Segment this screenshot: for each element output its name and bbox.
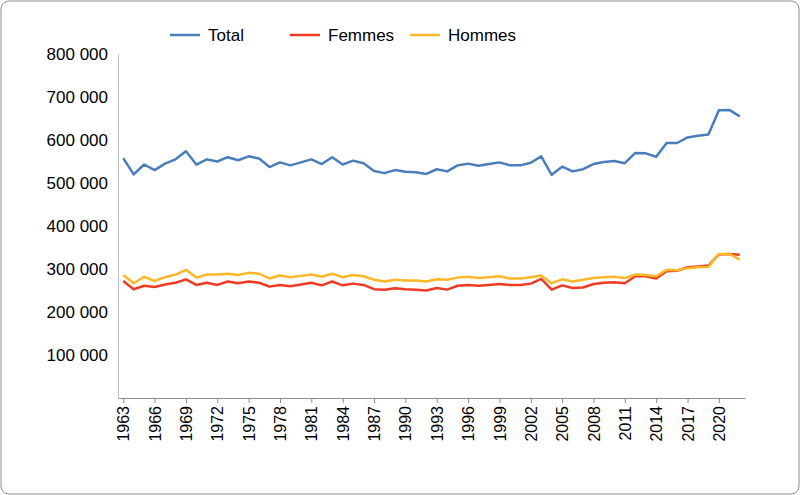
y-tick-label: 800 000 [47, 45, 108, 64]
series-line [123, 110, 740, 175]
legend-item: Total [170, 26, 244, 45]
series-line [123, 254, 740, 291]
x-tick-mark [249, 398, 250, 403]
y-tick: 400 000 [47, 217, 118, 236]
x-tick-mark [437, 398, 438, 403]
x-tick: 1990 [397, 398, 414, 442]
x-tick-mark [688, 398, 689, 403]
x-tick-mark [531, 398, 532, 403]
x-tick-label: 2005 [554, 406, 571, 442]
x-tick-label: 1963 [115, 406, 132, 442]
y-tick: 500 000 [47, 174, 118, 193]
x-tick: 1969 [178, 398, 195, 442]
x-tick-mark [405, 398, 406, 403]
x-tick: 1984 [335, 398, 352, 442]
x-tick-label: 1999 [492, 406, 509, 442]
y-tick: 700 000 [47, 88, 118, 107]
x-tick: 2020 [711, 398, 728, 442]
x-tick: 1987 [366, 398, 383, 442]
x-axis-line [119, 398, 746, 399]
x-tick-mark [217, 398, 218, 403]
lines [123, 110, 740, 291]
y-axis: 100 000 200 000 300 000 400 000 500 000 600 0… [47, 45, 119, 399]
y-axis-line [118, 55, 119, 399]
y-tick: 800 000 [47, 45, 118, 64]
x-tick-label: 1981 [303, 406, 320, 442]
x-tick: 1999 [492, 398, 509, 442]
x-tick: 2005 [554, 398, 571, 442]
x-tick-mark [311, 398, 312, 403]
x-tick-label: 1978 [272, 406, 289, 442]
y-tick-label: 300 000 [47, 260, 108, 279]
x-tick: 1972 [209, 398, 226, 442]
x-tick-label: 2020 [711, 406, 728, 442]
series-line [123, 254, 740, 283]
x-tick: 1978 [272, 398, 289, 442]
legend-swatch [290, 34, 320, 37]
y-tick: 300 000 [47, 260, 118, 279]
x-tick-label: 2014 [648, 406, 665, 442]
x-tick-label: 1990 [397, 406, 414, 442]
x-tick-mark [343, 398, 344, 403]
y-tick: 600 000 [47, 131, 118, 150]
x-tick-mark [593, 398, 594, 403]
x-tick: 2011 [617, 398, 634, 440]
y-tick-label: 700 000 [47, 88, 108, 107]
y-tick: 200 000 [47, 303, 118, 322]
y-tick-label: 600 000 [47, 131, 108, 150]
x-tick-label: 1996 [460, 406, 477, 442]
x-tick-mark [374, 398, 375, 403]
y-tick-label: 400 000 [47, 217, 108, 236]
x-tick: 2017 [680, 398, 697, 442]
x-tick-label: 1975 [241, 406, 258, 442]
chart: 100 000 200 000 300 000 400 000 500 000 600 0… [0, 0, 800, 495]
x-axis: 1963 1966 1969 1972 1975 1978 1981 1984 1987 1990… [115, 398, 745, 442]
y-tick-label: 200 000 [47, 303, 108, 322]
legend-item: Hommes [410, 26, 516, 45]
x-tick: 2014 [648, 398, 665, 442]
x-tick-label: 2017 [680, 406, 697, 442]
x-tick-mark [280, 398, 281, 403]
x-tick-mark [123, 398, 124, 403]
x-tick-mark [562, 398, 563, 403]
legend-item: Femmes [290, 26, 394, 45]
x-tick: 1993 [429, 398, 446, 442]
legend-swatch [410, 34, 440, 37]
x-tick-label: 1969 [178, 406, 195, 442]
x-tick-label: 1984 [335, 406, 352, 442]
x-tick-label: 1987 [366, 406, 383, 442]
x-tick-label: 1993 [429, 406, 446, 442]
x-tick-mark [719, 398, 720, 403]
x-tick-label: 2002 [523, 406, 540, 442]
legend-label: Total [208, 26, 244, 45]
x-tick-mark [468, 398, 469, 403]
y-tick-label: 100 000 [47, 346, 108, 365]
legend-label: Femmes [328, 26, 394, 45]
x-tick: 2008 [586, 398, 603, 442]
x-tick-mark [656, 398, 657, 403]
x-tick-mark [186, 398, 187, 403]
legend-label: Hommes [448, 26, 516, 45]
frame [1, 1, 799, 494]
legend: Total Femmes Hommes [170, 26, 516, 45]
x-tick-label: 1972 [209, 406, 226, 442]
x-tick-mark [155, 398, 156, 403]
y-tick: 100 000 [47, 346, 118, 365]
x-tick: 1963 [115, 398, 132, 442]
x-tick: 1996 [460, 398, 477, 442]
x-tick-label: 2011 [617, 406, 634, 441]
x-tick: 2002 [523, 398, 540, 442]
x-tick-label: 1966 [147, 406, 164, 442]
y-tick-label: 500 000 [47, 174, 108, 193]
x-tick-mark [499, 398, 500, 403]
x-tick-label: 2008 [586, 406, 603, 442]
x-tick: 1981 [303, 398, 320, 442]
legend-swatch [170, 34, 200, 37]
x-tick: 1966 [147, 398, 164, 442]
x-tick: 1975 [241, 398, 258, 442]
x-tick-mark [625, 398, 626, 403]
